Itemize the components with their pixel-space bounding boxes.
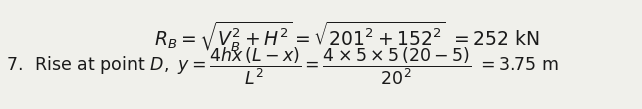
Text: $R_B = \sqrt{V_B^2 + H^2} = \sqrt{201^2 + 152^2}\ = 252\ \mathrm{kN}$: $R_B = \sqrt{V_B^2 + H^2} = \sqrt{201^2 … [153,20,540,54]
Text: $7.\enspace \mathrm{Rise\ at\ point}\ D,\ y = \dfrac{4hx\,(L-x)}{L^2} = \dfrac{4: $7.\enspace \mathrm{Rise\ at\ point}\ D,… [6,46,560,87]
